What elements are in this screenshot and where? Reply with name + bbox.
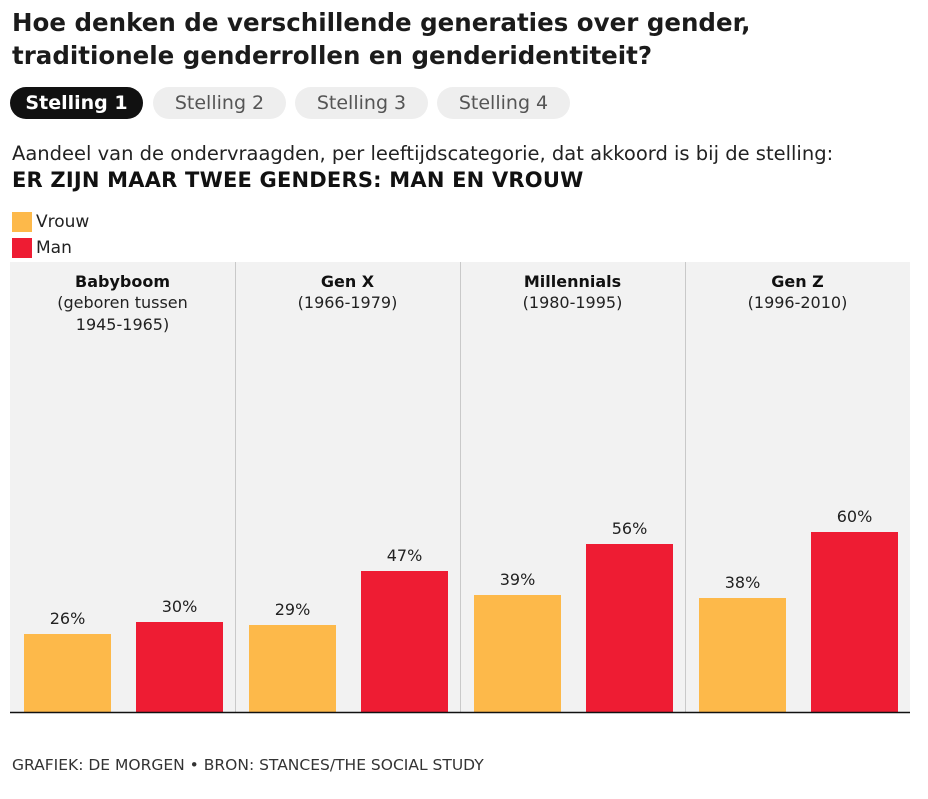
category-sublabel: (geboren tussen xyxy=(57,293,188,312)
data-label: 26% xyxy=(50,609,86,628)
category-sublabel: 1945-1965) xyxy=(76,315,169,334)
legend: Vrouw Man xyxy=(12,209,89,261)
bar-chart: Babyboom (geboren tussen 1945-1965) 26% 30% G… xyxy=(10,262,910,714)
title-line-2: traditionele genderrollen en genderident… xyxy=(12,41,653,70)
data-label: 29% xyxy=(275,600,311,619)
chart-statement: ER ZIJN MAAR TWEE GENDERS: MAN EN VROUW xyxy=(12,168,584,192)
legend-swatch-man xyxy=(12,238,32,258)
data-label: 30% xyxy=(162,597,198,616)
bar-vrouw-gen-x xyxy=(249,625,336,712)
tab-stelling-3[interactable]: Stelling 3 xyxy=(295,87,428,119)
data-label: 47% xyxy=(387,546,423,565)
category-sublabel: (1966-1979) xyxy=(298,293,398,312)
category-label: Gen Z xyxy=(771,272,824,291)
tab-stelling-1[interactable]: Stelling 1 xyxy=(10,87,143,119)
category-label: Millennials xyxy=(524,272,621,291)
legend-item-vrouw: Vrouw xyxy=(12,209,89,235)
source-footer: GRAFIEK: DE MORGEN • BRON: STANCES/THE S… xyxy=(12,756,484,774)
data-label: 60% xyxy=(837,507,873,526)
bar-vrouw-babyboom xyxy=(24,634,111,712)
chart-subtitle: Aandeel van de ondervraagden, per leefti… xyxy=(12,142,834,165)
data-label: 39% xyxy=(500,570,536,589)
data-label: 38% xyxy=(725,573,761,592)
legend-label-man: Man xyxy=(36,238,72,258)
category-label: Gen X xyxy=(321,272,375,291)
category-label: Babyboom xyxy=(75,272,170,291)
bar-man-gen-z xyxy=(811,532,898,712)
tab-stelling-2[interactable]: Stelling 2 xyxy=(153,87,286,119)
category-sublabel: (1980-1995) xyxy=(523,293,623,312)
legend-item-man: Man xyxy=(12,235,89,261)
bar-man-gen-x xyxy=(361,571,448,712)
bar-man-millennials xyxy=(586,544,673,712)
data-label: 56% xyxy=(612,519,648,538)
bar-vrouw-gen-z xyxy=(699,598,786,712)
category-sublabel: (1996-2010) xyxy=(748,293,848,312)
page-title: Hoe denken de verschillende generaties o… xyxy=(12,6,912,72)
bar-vrouw-millennials xyxy=(474,595,561,712)
statement-tabs: Stelling 1 Stelling 2 Stelling 3 Stellin… xyxy=(10,87,570,119)
legend-swatch-vrouw xyxy=(12,212,32,232)
title-line-1: Hoe denken de verschillende generaties o… xyxy=(12,8,751,37)
legend-label-vrouw: Vrouw xyxy=(36,212,90,232)
tab-stelling-4[interactable]: Stelling 4 xyxy=(437,87,570,119)
bar-man-babyboom xyxy=(136,622,223,712)
